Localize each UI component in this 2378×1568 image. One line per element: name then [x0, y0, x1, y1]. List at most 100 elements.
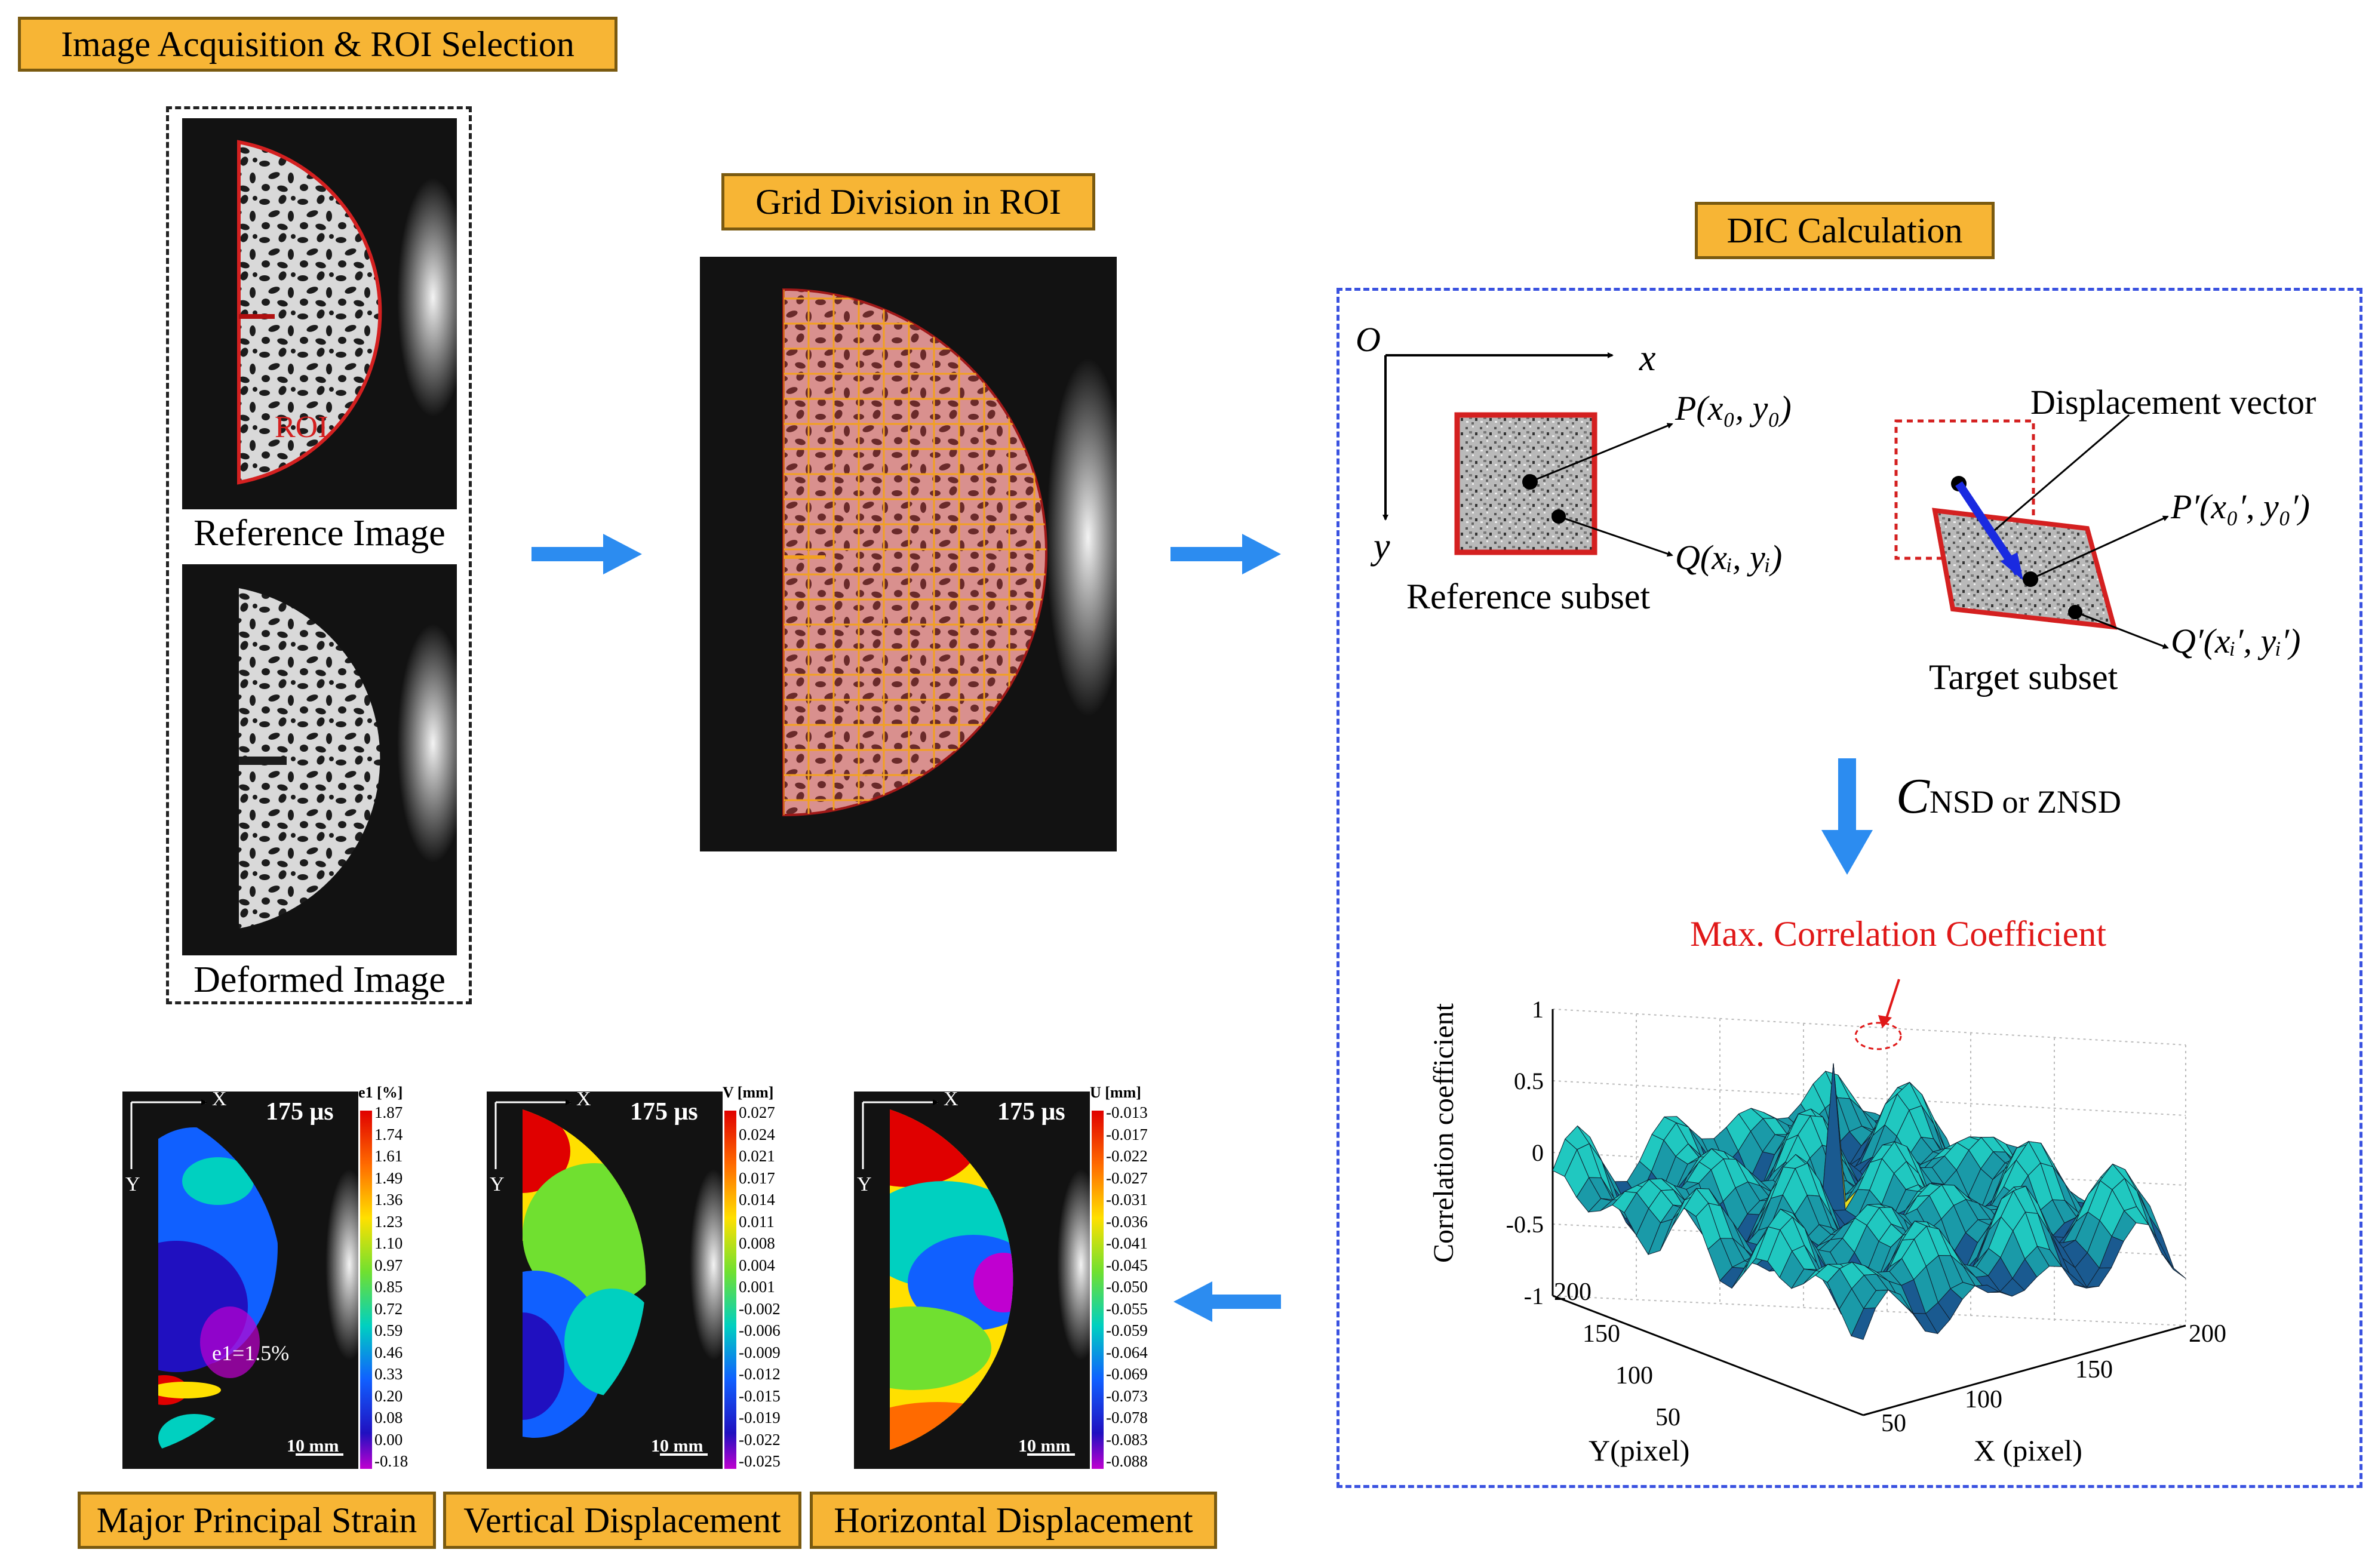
colorbar-tick-label: -0.019 [739, 1409, 781, 1426]
grid-overlay [700, 257, 1117, 851]
surface-cell [2161, 1252, 2186, 1279]
colorbar-tick-label: 0.08 [374, 1409, 403, 1426]
colorbar-tick-label: 0.59 [374, 1321, 403, 1339]
colorbar-tick-label: 1.23 [374, 1212, 403, 1231]
x-axis-label: x [1639, 338, 1656, 379]
panel-axis-y: Y [125, 1173, 140, 1195]
displacement-vector-label: Displacement vector [2030, 383, 2316, 422]
colorbar-tick-label: -0.031 [1106, 1191, 1148, 1209]
colorbar-tick-label: 0.20 [374, 1386, 403, 1405]
y-tick-label: 50 [1655, 1404, 1680, 1431]
colorbar-tick-label: 0.008 [739, 1234, 775, 1252]
stage-acquisition-label: Image Acquisition & ROI Selection [18, 17, 617, 72]
z-axis-label: Correlation coefficient [1427, 1003, 1460, 1263]
colorbar-tick-label: 0.001 [739, 1278, 775, 1296]
colorbar-tick-label: 0.00 [374, 1430, 403, 1449]
target-subset-caption: Target subset [1929, 657, 2118, 697]
colorbar-tick-label: -0.045 [1106, 1256, 1148, 1274]
q-prime-label: Q′(xᵢ′, yᵢ′) [2171, 622, 2301, 660]
strain-annotation: e1=1.5% [212, 1341, 290, 1365]
criterion-symbol: C [1896, 768, 1930, 824]
result-panel-0 [122, 1092, 358, 1469]
colorbar-unit: U [mm] [1090, 1084, 1141, 1101]
acquisition-panel [166, 106, 472, 1004]
colorbar [360, 1111, 372, 1469]
target-subset [1932, 508, 2118, 630]
flow-arrow-right-2 [1170, 534, 1281, 574]
colorbar-unit: e1 [%] [358, 1084, 403, 1101]
panel-axis-x: X [944, 1088, 958, 1110]
p-label: P(x₀, y₀) [1675, 389, 1792, 428]
panel-scale-label: 10 mm [651, 1436, 703, 1456]
z-tick-label: 0.5 [1514, 1068, 1544, 1094]
colorbar-tick-label: 0.004 [739, 1256, 775, 1274]
colorbar-tick-label: -0.083 [1106, 1430, 1148, 1449]
colorbar-tick-label: 1.61 [374, 1147, 403, 1165]
colorbar-tick-label: -0.088 [1106, 1452, 1148, 1470]
reference-subset-outline [1894, 419, 2035, 560]
colorbar-tick-label: -0.022 [1106, 1147, 1148, 1165]
roi-boundary [237, 140, 382, 485]
x-tick-label: 100 [1965, 1386, 2002, 1413]
colorbar-tick-label: -0.025 [739, 1452, 781, 1470]
reference-image: ROI [182, 118, 457, 509]
flow-arrow-right-1 [531, 534, 642, 574]
y-axis-title: Y(pixel) [1589, 1434, 1690, 1467]
panel-axis-x: X [576, 1088, 591, 1110]
z-tick-label: 1 [1532, 996, 1544, 1023]
panel-axis-y: Y [857, 1173, 872, 1195]
colorbar-tick-label: -0.006 [739, 1321, 781, 1339]
colorbar-tick-label: -0.013 [1106, 1103, 1148, 1121]
flow-arrow-left [1173, 1281, 1281, 1322]
panel-time: 175 μs [630, 1098, 698, 1126]
z-tick-label: -1 [1524, 1283, 1544, 1309]
colorbar-tick-label: 0.021 [739, 1147, 775, 1165]
dic-panel [1337, 288, 2362, 1488]
colorbar-tick-label: 0.027 [739, 1103, 775, 1121]
stage-dic-label: DIC Calculation [1695, 202, 1995, 259]
y-axis-label: y [1374, 526, 1390, 567]
y-axis [1552, 1295, 1864, 1416]
colorbar-tick-label: -0.078 [1106, 1409, 1148, 1426]
q-label: Q(xᵢ, yᵢ) [1675, 538, 1783, 577]
colorbar-tick-label: -0.064 [1106, 1343, 1148, 1361]
colorbar-unit: V [mm] [723, 1084, 774, 1101]
roi-label: ROI [275, 410, 328, 444]
panel-scale-label: 10 mm [1018, 1436, 1071, 1456]
colorbar-tick-label: 0.85 [374, 1278, 403, 1296]
criterion-subscript: NSD or ZNSD [1930, 784, 2122, 820]
colorbar-tick-label: -0.059 [1106, 1321, 1148, 1339]
z-tick-label: 0 [1532, 1139, 1544, 1166]
colorbar-tick-label: -0.022 [739, 1430, 781, 1449]
reference-subset-caption: Reference subset [1406, 577, 1651, 616]
y-tick-label: 100 [1615, 1362, 1653, 1389]
deformed-image-caption: Deformed Image [193, 960, 446, 1000]
colorbar-tick-label: -0.041 [1106, 1234, 1148, 1252]
colorbar-tick-label: -0.027 [1106, 1169, 1148, 1187]
result-caption-0: Major Principal Strain [78, 1492, 436, 1549]
colorbar-tick-label: 1.49 [374, 1169, 403, 1187]
colorbar-tick-label: 0.011 [739, 1212, 775, 1231]
z-tick-label: -0.5 [1506, 1211, 1544, 1238]
colorbar-tick-label: -0.017 [1106, 1125, 1148, 1143]
x-axis [1863, 1324, 2186, 1416]
panel-scale-label: 10 mm [287, 1436, 339, 1456]
colorbar-tick-label: 1.36 [374, 1191, 403, 1209]
colorbar-tick-label: 0.014 [739, 1191, 775, 1209]
panel-axis-x: X [212, 1088, 227, 1110]
panel-axis-y: Y [490, 1173, 505, 1195]
colorbar [724, 1111, 736, 1469]
surface-title: Max. Correlation Coefficient [1690, 914, 2107, 954]
colorbar-tick-label: -0.012 [739, 1365, 781, 1383]
colorbar-tick-label: -0.073 [1106, 1386, 1148, 1405]
surface-cell [2149, 1216, 2174, 1269]
colorbar-tick-label: -0.002 [739, 1299, 781, 1318]
y-tick-label: 150 [1583, 1320, 1620, 1348]
x-tick-label: 150 [2075, 1356, 2113, 1383]
result-panel-2 [854, 1092, 1090, 1469]
y-tick-label: 200 [1554, 1278, 1592, 1306]
grid-image [700, 257, 1117, 851]
result-caption-2: Horizontal Displacement [810, 1492, 1217, 1549]
result-panel-1 [487, 1092, 723, 1469]
dic-schematic [1382, 352, 2169, 649]
